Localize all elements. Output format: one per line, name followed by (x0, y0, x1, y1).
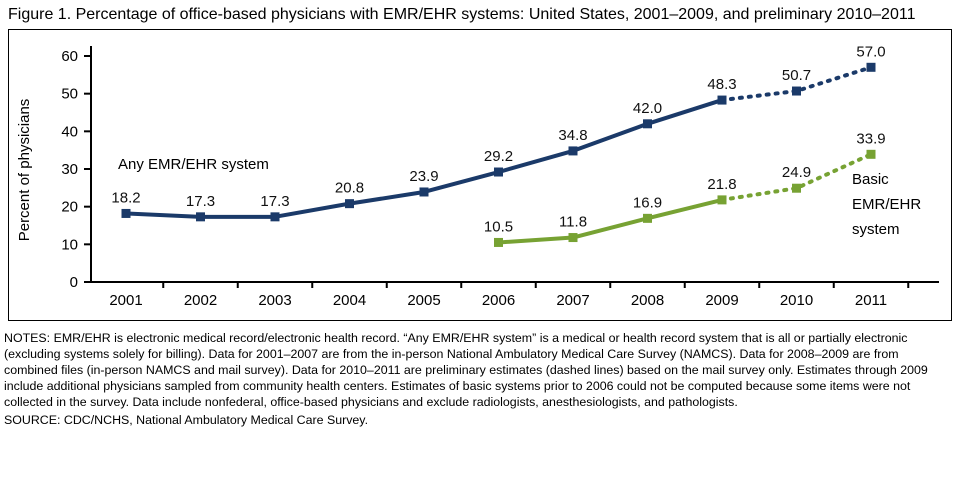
data-point-marker (643, 119, 652, 129)
x-tick-label: 2003 (258, 292, 291, 309)
data-point-marker (270, 212, 280, 222)
data-point-marker (643, 214, 652, 224)
figure-source: SOURCE: CDC/NCHS, National Ambulatory Me… (4, 413, 369, 428)
x-tick-label: 2007 (556, 292, 589, 309)
figure-notes: NOTES: EMR/EHR is electronic medical rec… (4, 331, 928, 410)
emr-line-chart: 0 10 20 30 40 50 60 2001 2002 2003 2004 2005 2006 200… (16, 44, 939, 309)
data-value-label: 18.2 (111, 190, 140, 207)
figure-title: Figure 1. Percentage of office-based phy… (8, 6, 916, 23)
x-tick-label: 2006 (482, 292, 515, 309)
series-annotation: Basic (852, 172, 889, 189)
y-tick-label: 50 (61, 86, 78, 103)
data-point-marker (866, 63, 876, 73)
y-tick-label: 30 (61, 161, 78, 178)
chart-frame: 0 10 20 30 40 50 60 2001 2002 2003 2004 2005 2006 200… (8, 29, 952, 322)
y-tick-label: 10 (61, 237, 78, 254)
data-value-label: 11.8 (559, 214, 587, 231)
data-value-label: 42.0 (633, 100, 662, 117)
data-point-marker (792, 86, 801, 96)
data-point-marker (345, 199, 354, 209)
data-point-marker (866, 150, 876, 160)
data-value-label: 10.5 (484, 219, 513, 236)
data-point-marker (717, 96, 727, 106)
x-tick-label: 2005 (407, 292, 440, 309)
data-point-marker (568, 146, 578, 156)
data-point-marker (494, 238, 503, 248)
series-line-solid (498, 198, 723, 245)
x-tick-label: 2011 (855, 292, 887, 309)
y-tick-label: 60 (61, 48, 78, 65)
series-annotation: EMR/EHR (852, 197, 921, 214)
y-axis-title: Percent of physicians (16, 99, 33, 242)
y-tick-label: 20 (61, 199, 78, 216)
y-tick-label: 0 (70, 274, 78, 291)
data-point-marker (196, 212, 205, 222)
x-tick-label: 2001 (109, 292, 142, 309)
data-value-label: 34.8 (558, 127, 587, 144)
x-tick-label: 2009 (705, 292, 738, 309)
data-point-marker (121, 209, 131, 219)
data-value-label: 23.9 (409, 168, 438, 185)
data-point-marker (494, 167, 503, 177)
data-value-label: 33.9 (856, 131, 885, 148)
x-tick-label: 2002 (184, 292, 217, 309)
data-point-marker (792, 184, 801, 194)
data-value-label: 16.9 (633, 195, 662, 212)
x-tick-label: 2010 (780, 292, 813, 309)
data-point-marker (568, 233, 578, 243)
data-value-label: 48.3 (707, 77, 736, 94)
data-point-marker (419, 187, 429, 197)
data-value-label: 57.0 (856, 44, 885, 61)
data-value-label: 17.3 (186, 193, 215, 210)
data-value-label: 17.3 (260, 193, 289, 210)
data-value-label: 24.9 (782, 165, 811, 182)
x-tick-label: 2008 (631, 292, 664, 309)
series-annotation: system (852, 222, 900, 239)
y-tick-label: 40 (61, 124, 78, 141)
x-tick-label: 2004 (333, 292, 366, 309)
data-value-label: 21.8 (707, 176, 736, 193)
data-value-label: 29.2 (484, 148, 513, 165)
data-point-marker (717, 195, 727, 205)
data-value-label: 20.8 (335, 180, 364, 197)
series-annotation: Any EMR/EHR system (118, 156, 269, 173)
data-value-label: 50.7 (782, 67, 811, 84)
